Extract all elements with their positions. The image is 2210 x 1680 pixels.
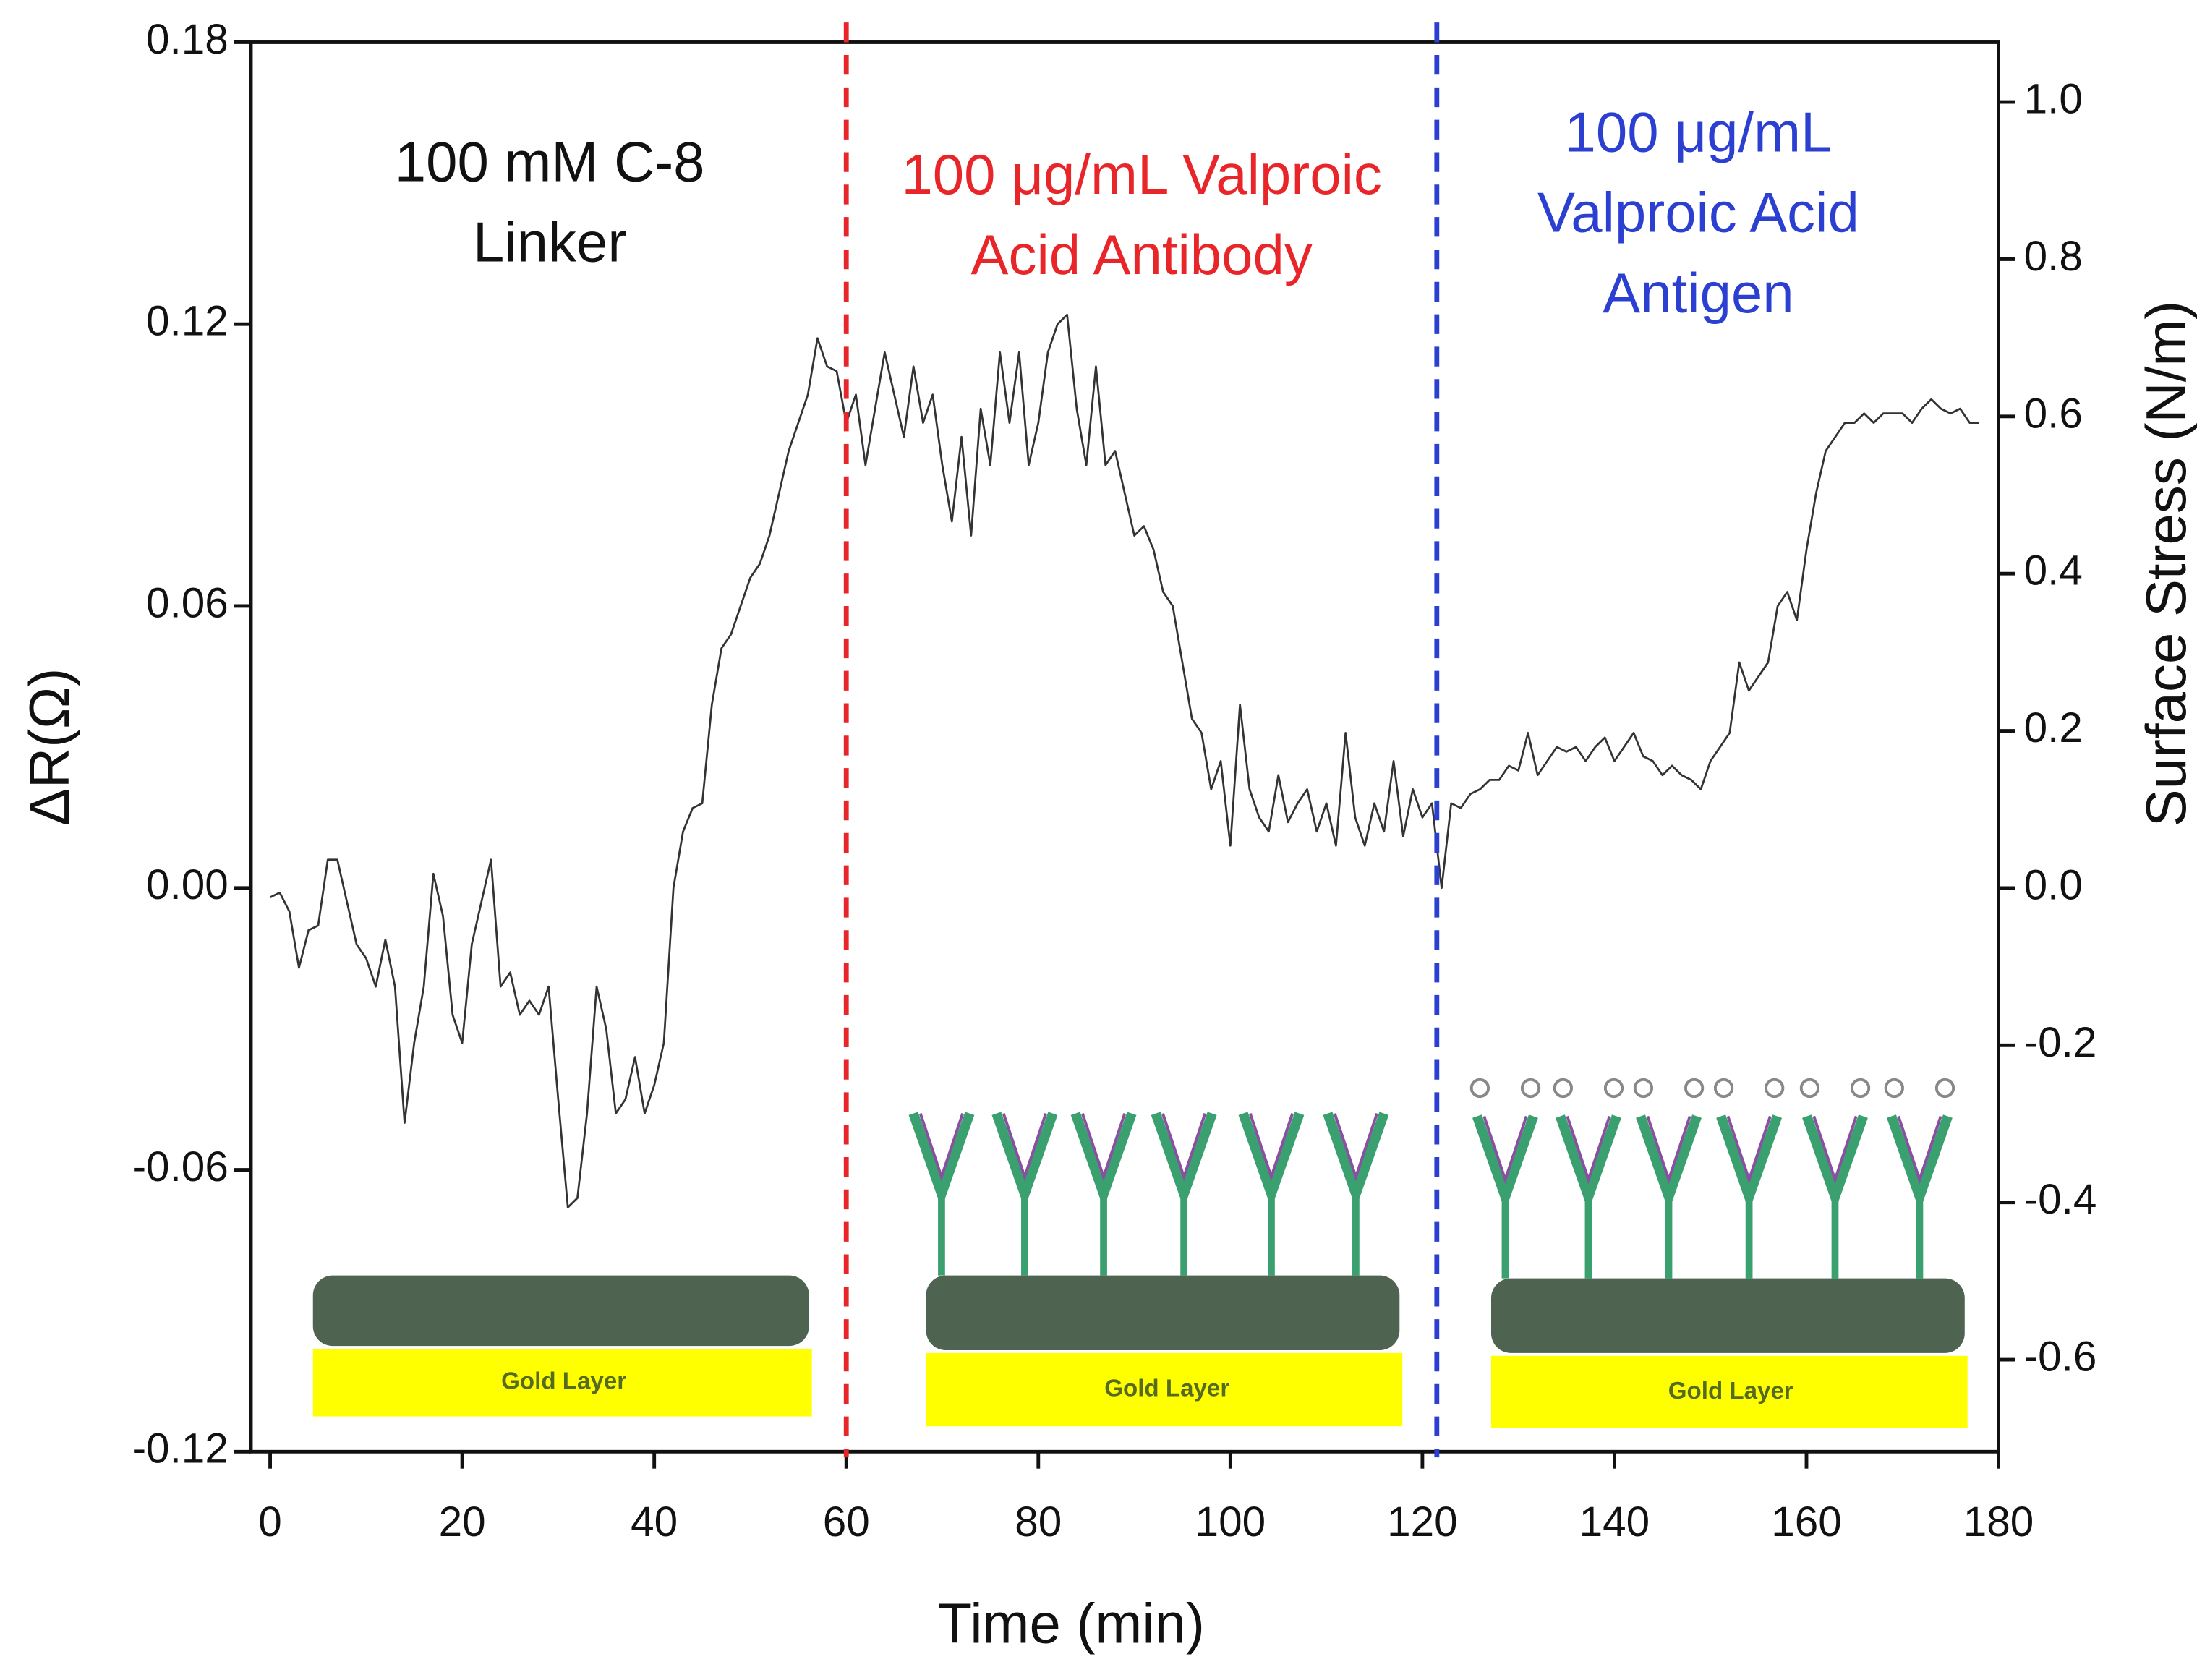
antibody-arms	[1802, 1114, 1868, 1212]
x-tick-label: 100	[1195, 1498, 1266, 1545]
antibody-arms	[1070, 1112, 1137, 1209]
antigen	[1633, 1078, 1654, 1099]
x-tick-label: 0	[258, 1498, 282, 1545]
antigen	[1884, 1078, 1904, 1099]
x-tick-label: 140	[1579, 1498, 1650, 1545]
y2-tick-label: -0.4	[2024, 1176, 2097, 1223]
antigen	[1469, 1078, 1490, 1099]
annotation: Linker	[473, 210, 626, 274]
x-tick-label: 40	[631, 1498, 678, 1545]
x-tick-label: 180	[1963, 1498, 2034, 1545]
antibody-arms	[1887, 1114, 1953, 1212]
antibody-arms-inner	[1646, 1115, 1691, 1185]
antibody-arms	[908, 1112, 975, 1209]
antibody-arms	[1556, 1114, 1621, 1212]
antibody-arms-inner	[1161, 1112, 1207, 1182]
y2-axis-title: Surface Stress (N/m)	[2134, 301, 2198, 827]
y2-tick-label: -0.6	[2024, 1334, 2097, 1381]
y2-tick-label: 0.4	[2024, 547, 2083, 594]
antibody-arms	[1238, 1112, 1305, 1209]
antibody-arms-inner	[1812, 1115, 1858, 1185]
gold-layer	[1490, 1355, 1968, 1428]
gold-layer-label: Gold Layer	[1104, 1375, 1229, 1402]
gold-layer	[312, 1349, 812, 1417]
annotation: 100 μg/mL	[1565, 101, 1833, 164]
antibody-arms	[1323, 1112, 1389, 1209]
y-tick-label: -0.06	[132, 1143, 229, 1190]
gold-layer-label: Gold Layer	[501, 1368, 626, 1395]
data-line	[269, 313, 1979, 1208]
antibody-arms-inner	[1726, 1115, 1772, 1185]
gold-layer-label: Gold Layer	[1668, 1378, 1793, 1404]
antibody-arms-inner	[1897, 1115, 1942, 1185]
antibody-arms-inner	[1080, 1112, 1127, 1182]
x-tick-label: 160	[1771, 1498, 1842, 1545]
antigen	[1934, 1078, 1955, 1099]
antibody-arms-inner	[1248, 1112, 1294, 1182]
y-tick-label: -0.12	[132, 1425, 229, 1472]
annotation: Valproic Acid	[1537, 181, 1859, 244]
antibody-arms-inner	[1482, 1115, 1528, 1185]
antigen	[1603, 1078, 1624, 1099]
y-tick-label: 0.12	[146, 298, 229, 345]
x-axis-title: Time (min)	[938, 1591, 1205, 1655]
antigen	[1684, 1078, 1705, 1099]
y2-tick-label: -0.2	[2024, 1019, 2097, 1066]
antibody-arms	[991, 1112, 1058, 1209]
antigen	[1850, 1078, 1871, 1099]
gold-layer	[926, 1352, 1403, 1427]
annotation: 100 mM C-8	[395, 130, 705, 194]
y-tick-label: 0.06	[146, 579, 229, 626]
antibody-arms-inner	[918, 1112, 965, 1182]
annotation: Antigen	[1603, 261, 1793, 325]
y-axis-title: ΔR(Ω)	[17, 668, 81, 827]
y2-tick-label: 0.6	[2024, 390, 2083, 437]
y-tick-label: 0.18	[146, 16, 229, 63]
linker-layer	[1490, 1278, 1965, 1353]
antibody-arms-inner	[1333, 1112, 1378, 1182]
y2-tick-label: 0.8	[2024, 233, 2083, 280]
antibody-arms	[1716, 1114, 1783, 1212]
x-tick-label: 20	[439, 1498, 486, 1545]
x-tick-label: 120	[1387, 1498, 1458, 1545]
annotation: Acid Antibody	[971, 223, 1313, 286]
y2-tick-label: 0.2	[2024, 704, 2083, 751]
x-tick-label: 60	[823, 1498, 870, 1545]
antigen	[1553, 1078, 1574, 1099]
plot-frame	[249, 40, 2000, 1454]
x-tick-label: 80	[1015, 1498, 1062, 1545]
y-tick-label: 0.00	[146, 861, 229, 908]
antigen	[1765, 1078, 1785, 1099]
antigen	[1713, 1078, 1734, 1099]
schematic	[312, 1078, 1968, 1428]
antigen	[1799, 1078, 1820, 1099]
antibody-arms-inner	[1002, 1112, 1047, 1182]
antibody-arms-inner	[1566, 1115, 1611, 1185]
annotation: 100 μg/mL Valproic	[901, 142, 1381, 206]
antigen	[1520, 1078, 1541, 1099]
linker-layer	[926, 1275, 1400, 1350]
antibody-arms	[1151, 1112, 1217, 1209]
y2-tick-label: 1.0	[2024, 76, 2083, 123]
antibody-arms	[1636, 1114, 1702, 1212]
linker-layer	[312, 1275, 809, 1347]
y2-tick-label: 0.0	[2024, 861, 2083, 908]
antibody-arms	[1472, 1114, 1538, 1212]
